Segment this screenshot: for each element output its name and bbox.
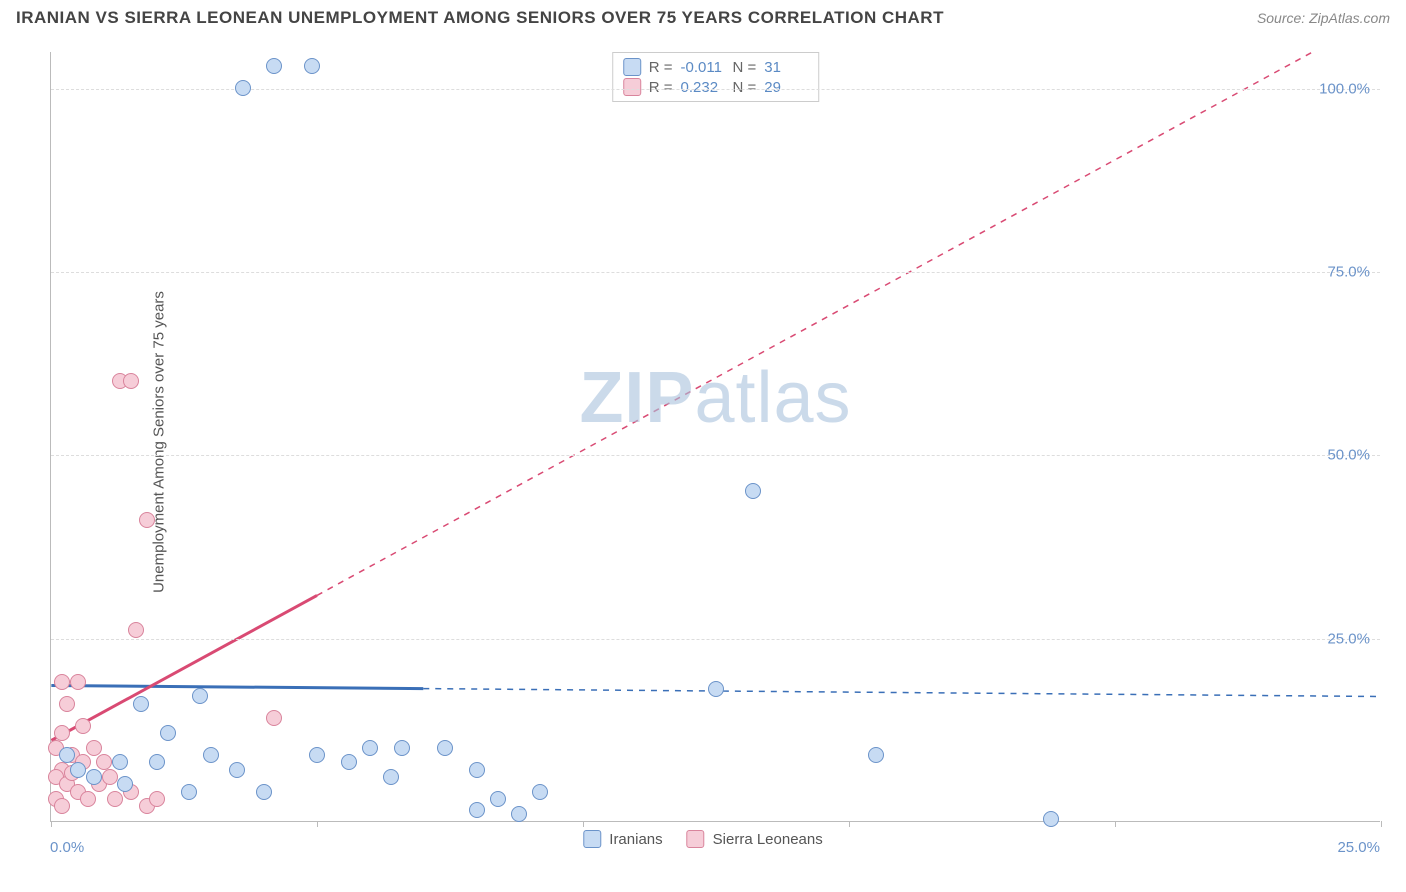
data-point-iranian <box>229 762 245 778</box>
legend-item: Sierra Leoneans <box>687 830 823 848</box>
legend-label: Sierra Leoneans <box>713 831 823 848</box>
data-point-sierra <box>80 791 96 807</box>
data-point-iranian <box>745 483 761 499</box>
y-tick-label: 100.0% <box>1319 80 1370 97</box>
y-tick-label: 50.0% <box>1327 447 1370 464</box>
stats-r-value: 0.232 <box>681 79 725 96</box>
x-min-label: 0.0% <box>50 839 84 856</box>
data-point-iranian <box>469 762 485 778</box>
data-point-sierra <box>75 718 91 734</box>
x-tick <box>317 821 318 827</box>
x-tick <box>1381 821 1382 827</box>
legend-swatch <box>623 58 641 76</box>
data-point-iranian <box>383 769 399 785</box>
data-point-iranian <box>469 802 485 818</box>
data-point-sierra <box>139 512 155 528</box>
data-point-iranian <box>59 747 75 763</box>
data-point-iranian <box>133 696 149 712</box>
data-point-iranian <box>437 740 453 756</box>
data-point-sierra <box>54 674 70 690</box>
data-point-sierra <box>102 769 118 785</box>
chart-container: Unemployment Among Seniors over 75 years… <box>0 32 1406 852</box>
data-point-sierra <box>149 791 165 807</box>
plot-area: ZIPatlas R = -0.011 N = 31 R = 0.232 N = 29 25.… <box>50 52 1380 822</box>
header: IRANIAN VS SIERRA LEONEAN UNEMPLOYMENT A… <box>0 0 1406 32</box>
data-point-iranian <box>112 754 128 770</box>
legend-label: Iranians <box>609 831 662 848</box>
watermark-bold: ZIP <box>579 358 694 438</box>
data-point-sierra <box>70 674 86 690</box>
gridline <box>51 639 1380 640</box>
data-point-iranian <box>394 740 410 756</box>
data-point-iranian <box>532 784 548 800</box>
data-point-iranian <box>511 806 527 822</box>
stats-n-label: N = <box>733 59 757 76</box>
legend-item: Iranians <box>583 830 662 848</box>
stats-r-label: R = <box>649 79 673 96</box>
data-point-iranian <box>235 80 251 96</box>
data-point-iranian <box>868 747 884 763</box>
watermark: ZIPatlas <box>579 357 851 439</box>
y-tick-label: 25.0% <box>1327 630 1370 647</box>
data-point-iranian <box>149 754 165 770</box>
source-label: Source: ZipAtlas.com <box>1257 10 1390 26</box>
data-point-iranian <box>160 725 176 741</box>
data-point-iranian <box>304 58 320 74</box>
legend-swatch <box>687 830 705 848</box>
chart-title: IRANIAN VS SIERRA LEONEAN UNEMPLOYMENT A… <box>16 8 944 28</box>
x-tick <box>1115 821 1116 827</box>
x-tick <box>583 821 584 827</box>
y-tick-label: 75.0% <box>1327 264 1370 281</box>
data-point-sierra <box>107 791 123 807</box>
data-point-iranian <box>256 784 272 800</box>
data-point-iranian <box>192 688 208 704</box>
data-point-iranian <box>362 740 378 756</box>
x-tick <box>849 821 850 827</box>
data-point-sierra <box>54 725 70 741</box>
legend-swatch <box>623 78 641 96</box>
stats-n-value: 29 <box>764 79 808 96</box>
data-point-iranian <box>86 769 102 785</box>
trend-lines <box>51 52 1380 821</box>
data-point-iranian <box>708 681 724 697</box>
gridline <box>51 455 1380 456</box>
data-point-sierra <box>123 373 139 389</box>
data-point-iranian <box>309 747 325 763</box>
stats-r-label: R = <box>649 59 673 76</box>
data-point-iranian <box>341 754 357 770</box>
data-point-iranian <box>117 776 133 792</box>
x-max-label: 25.0% <box>1337 839 1380 856</box>
data-point-iranian <box>490 791 506 807</box>
data-point-iranian <box>181 784 197 800</box>
stats-box: R = -0.011 N = 31 R = 0.232 N = 29 <box>612 52 820 102</box>
data-point-sierra <box>86 740 102 756</box>
data-point-iranian <box>1043 811 1059 827</box>
data-point-iranian <box>70 762 86 778</box>
watermark-rest: atlas <box>694 358 851 438</box>
data-point-sierra <box>266 710 282 726</box>
stats-n-label: N = <box>733 79 757 96</box>
x-tick <box>51 821 52 827</box>
stats-r-value: -0.011 <box>681 59 725 76</box>
bottom-legend: Iranians Sierra Leoneans <box>583 830 822 848</box>
stats-row: R = -0.011 N = 31 <box>623 57 809 77</box>
data-point-sierra <box>96 754 112 770</box>
stats-n-value: 31 <box>764 59 808 76</box>
stats-row: R = 0.232 N = 29 <box>623 77 809 97</box>
data-point-sierra <box>54 798 70 814</box>
data-point-sierra <box>128 622 144 638</box>
gridline <box>51 272 1380 273</box>
legend-swatch <box>583 830 601 848</box>
data-point-iranian <box>266 58 282 74</box>
data-point-iranian <box>203 747 219 763</box>
data-point-sierra <box>59 696 75 712</box>
